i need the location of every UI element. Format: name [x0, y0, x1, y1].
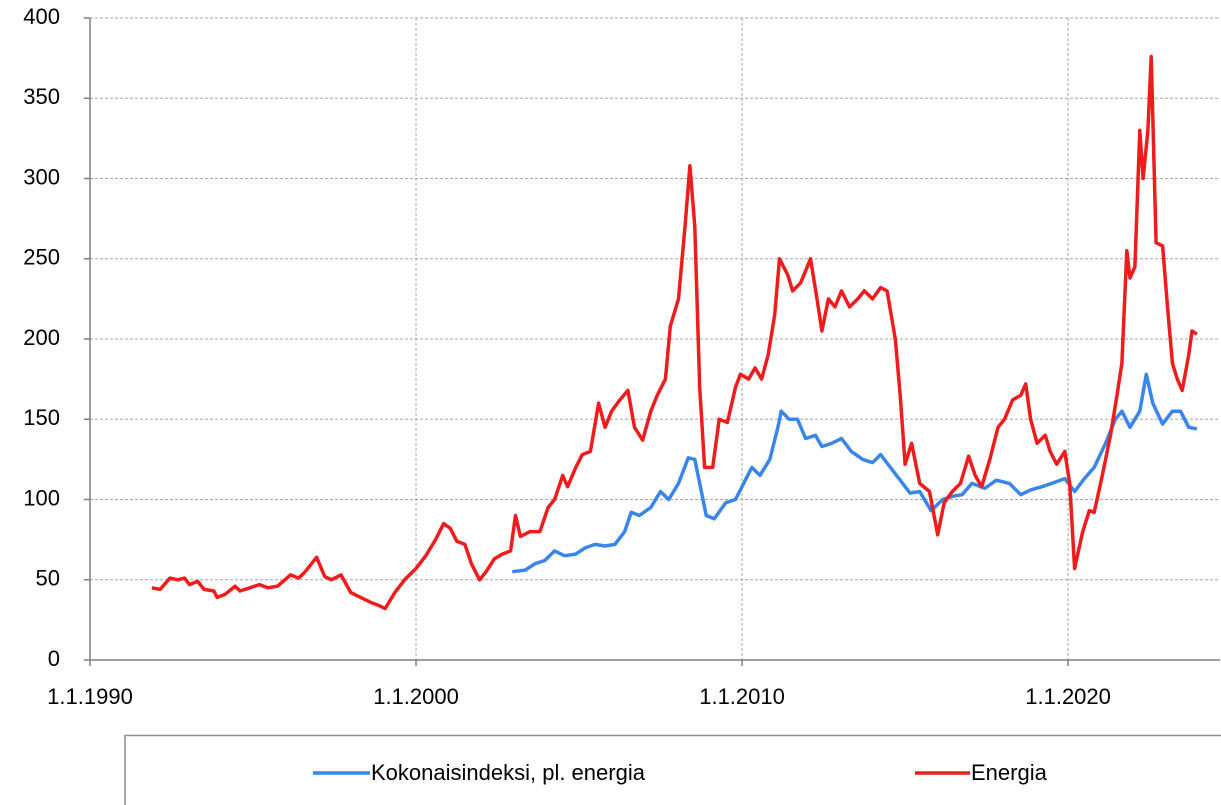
series-line	[511, 372, 1198, 574]
x-tick-label: 1.1.2020	[1025, 684, 1111, 709]
x-tick-label: 1.1.2000	[373, 684, 459, 709]
legend-box	[124, 734, 1221, 805]
y-tick-label: 350	[23, 84, 60, 109]
y-tick-label: 250	[23, 245, 60, 270]
y-tick-label: 300	[23, 164, 60, 189]
legend-label: Kokonaisindeksi, pl. energia	[371, 760, 646, 785]
x-tick-label: 1.1.2010	[699, 684, 785, 709]
series-line	[151, 54, 1198, 611]
y-tick-label: 150	[23, 405, 60, 430]
y-tick-label: 200	[23, 325, 60, 350]
x-tick-label: 1.1.1990	[47, 684, 133, 709]
y-tick-label: 0	[48, 646, 60, 671]
legend-label: Energia	[971, 760, 1048, 785]
y-tick-label: 50	[36, 566, 60, 591]
y-tick-label: 400	[23, 4, 60, 29]
y-tick-label: 100	[23, 485, 60, 510]
